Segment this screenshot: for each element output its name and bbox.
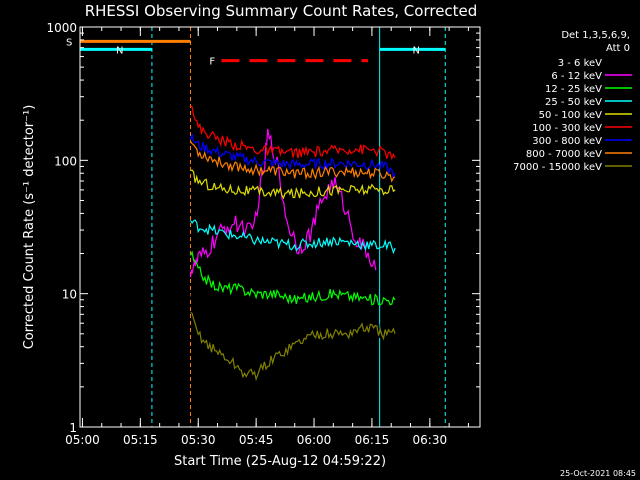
x-axis-label: Start Time (25-Aug-12 04:59:22) — [174, 454, 386, 469]
x-tick-label: 06:15 — [355, 433, 390, 447]
series-line-8 — [190, 311, 396, 382]
flag-label-2: N — [412, 45, 419, 56]
y-tick-label: 10 — [62, 288, 77, 302]
legend-label-4: 50 - 100 keV — [539, 110, 603, 121]
legend-label-3: 25 - 50 keV — [545, 97, 602, 108]
series-line-3 — [190, 219, 396, 255]
legend: Det 1,3,5,6,9, Att 0 3 - 6 keV 6 - 12 keV 12… — [513, 30, 632, 173]
legend-label-0: 3 - 6 keV — [558, 58, 602, 69]
series-line-6 — [189, 133, 396, 179]
axes: 1 10 100 1000 05:00 05:15 05:30 05:45 06:00 06:15… — [46, 21, 480, 447]
x-tick-label: 05:45 — [239, 433, 274, 447]
plot-frame — [79, 26, 481, 428]
x-tick-label: 05:30 — [181, 433, 216, 447]
y-axis-label: Corrected Count Rate (s⁻¹ detector⁻¹) — [22, 105, 37, 350]
legend-label-2: 12 - 25 keV — [545, 84, 602, 95]
series-line-4 — [190, 169, 396, 200]
y-tick-label: 1000 — [46, 21, 77, 35]
series-line-7 — [190, 141, 396, 183]
legend-label-6: 300 - 800 keV — [532, 136, 602, 147]
series-line-1 — [189, 128, 377, 278]
flag-label-0: S — [66, 37, 72, 48]
flag-label-3: F — [209, 57, 215, 68]
legend-header: Att 0 — [606, 43, 630, 54]
x-tick-label: 06:00 — [297, 433, 332, 447]
x-tick-label: 05:15 — [123, 433, 158, 447]
footer-timestamp: 25-Oct-2021 08:45 — [560, 469, 636, 478]
legend-label-7: 800 - 7000 keV — [526, 149, 602, 160]
chart-title: RHESSI Observing Summary Count Rates, Co… — [85, 2, 478, 20]
series-line-2 — [189, 250, 396, 306]
flag-label-1: N — [116, 45, 123, 56]
legend-label-8: 7000 - 15000 keV — [513, 162, 602, 173]
x-tick-label: 05:00 — [65, 433, 100, 447]
x-tick-label: 06:30 — [413, 433, 448, 447]
legend-label-1: 6 - 12 keV — [551, 71, 602, 82]
series-line-5 — [190, 105, 396, 161]
legend-header: Det 1,3,5,6,9, — [561, 30, 630, 41]
legend-label-5: 100 - 300 keV — [532, 123, 602, 134]
y-tick-label: 1 — [69, 421, 77, 435]
y-tick-label: 100 — [54, 154, 77, 168]
plot-content: S N N F — [66, 27, 446, 427]
